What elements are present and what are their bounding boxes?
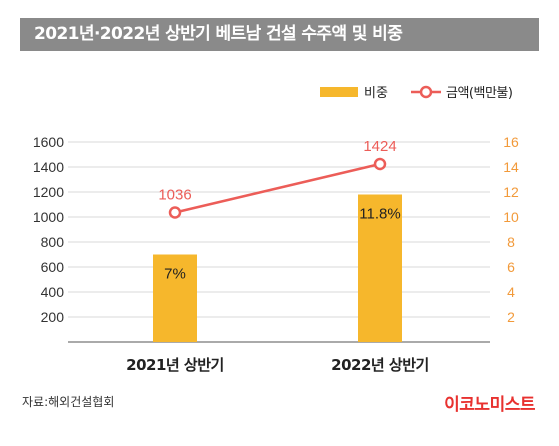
bar	[358, 194, 402, 342]
y-left-tick-label: 1600	[33, 134, 64, 150]
category-labels: 2021년 상반기 2022년 상반기	[126, 356, 429, 374]
y-right-tick-label: 14	[503, 159, 519, 175]
y-left-tick-label: 800	[41, 234, 65, 250]
amount-line-path	[174, 162, 381, 214]
y-left-tick-label: 600	[41, 259, 65, 275]
brand-logo: 이코노미스트	[444, 395, 535, 415]
gridlines	[68, 141, 490, 318]
legend-line-label: 금액(백만불)	[446, 86, 512, 101]
y-right-tick-label: 10	[503, 209, 519, 225]
bar-value-label: 11.8%	[359, 206, 400, 223]
y-right-tick-label: 2	[507, 309, 515, 325]
amount-line: 1036 1424	[158, 138, 397, 219]
legend-line-marker	[419, 85, 433, 99]
category-label: 2022년 상반기	[331, 356, 429, 374]
bar	[153, 254, 197, 342]
line-value-label: 1036	[158, 187, 191, 204]
category-label: 2021년 상반기	[126, 356, 224, 374]
y-right-tick-label: 16	[503, 134, 519, 150]
source-note: 자료:해외건설협회	[22, 395, 115, 409]
bar-value-label: 7%	[164, 266, 186, 283]
y-right-tick-label: 4	[507, 284, 515, 300]
y-left-tick-label: 1200	[33, 184, 64, 200]
y-left-tick-label: 400	[41, 284, 65, 300]
legend-bar-swatch	[320, 87, 358, 97]
line-value-label: 1424	[363, 138, 396, 155]
bars: 7% 11.8%	[153, 194, 402, 342]
y-left-tick-label: 200	[41, 309, 65, 325]
y-right-tick-label: 6	[507, 259, 515, 275]
y-left-tick-label: 1400	[33, 159, 64, 175]
legend: 비중 금액(백만불)	[320, 85, 513, 101]
y-left-tick-label: 1000	[33, 209, 64, 225]
line-point	[168, 206, 182, 219]
line-point	[373, 157, 387, 171]
chart-title: 2021년·2022년 상반기 베트남 건설 수주액 및 비중	[20, 18, 539, 51]
y-right-tick-label: 12	[503, 184, 519, 200]
y-right-tick-label: 8	[507, 234, 515, 250]
tick-labels: 200 400 600 800 1000 1200 1400 1600 2 4 6 8 10 12 14 16	[33, 134, 519, 325]
legend-bar-label: 비중	[364, 86, 388, 101]
